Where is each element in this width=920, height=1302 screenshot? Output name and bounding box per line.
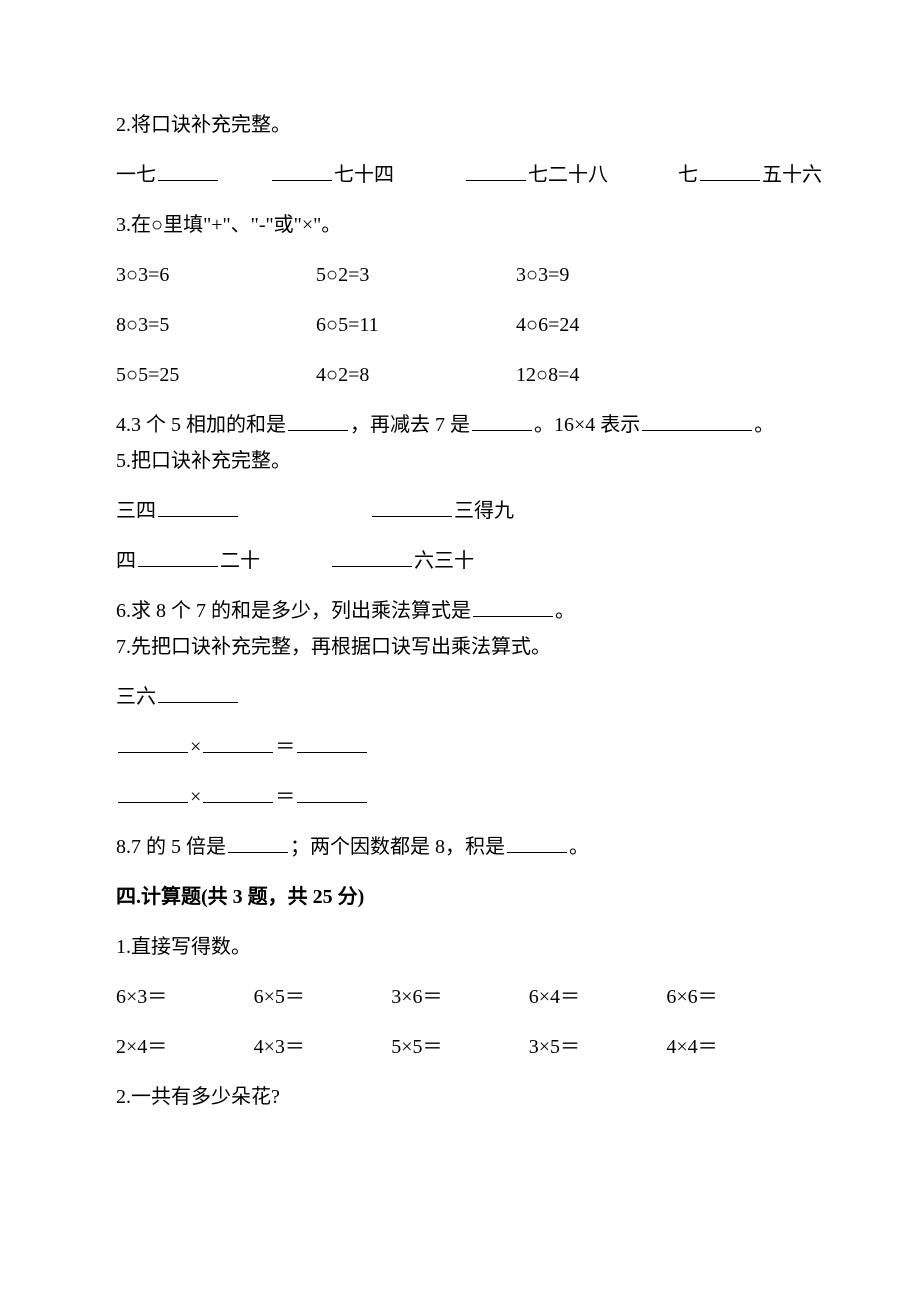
cell: 6×6＝ — [666, 982, 804, 1012]
text: 七二十八 — [528, 164, 608, 186]
cell: 5○2=3 — [316, 260, 516, 290]
text: 4.3 个 5 相加的和是 — [116, 414, 286, 436]
blank — [158, 682, 238, 703]
blank — [138, 546, 218, 567]
blank — [288, 410, 348, 431]
q5-row-2: 四 二十 六三十 — [116, 546, 804, 576]
text: 6.求 8 个 7 的和是多少，列出乘法算式是 — [116, 600, 471, 622]
cell: 6×4＝ — [529, 982, 667, 1012]
blank — [297, 782, 367, 803]
q8-line: 8.7 的 5 倍是 ；两个因数都是 8，积是 。 — [116, 832, 804, 862]
text: ＝ — [275, 736, 295, 758]
blank — [158, 496, 238, 517]
text: 。 — [754, 414, 774, 436]
s4q2-prompt: 2.一共有多少朵花? — [116, 1082, 804, 1112]
cell: 3○3=9 — [516, 260, 716, 290]
text: 三得九 — [454, 500, 514, 522]
blank — [158, 160, 218, 181]
blank — [203, 732, 273, 753]
s4q1-prompt: 1.直接写得数。 — [116, 932, 804, 962]
text: ；两个因数都是 8，积是 — [290, 836, 505, 858]
cell: 5×5＝ — [391, 1032, 529, 1062]
blank — [507, 832, 567, 853]
q5-prompt: 5.把口诀补充完整。 — [116, 446, 804, 476]
blank — [332, 546, 412, 567]
cell: 3○3=6 — [116, 260, 316, 290]
blank — [466, 160, 526, 181]
cell: 12○8=4 — [516, 360, 716, 390]
text: 七十四 — [334, 164, 394, 186]
text: 。16×4 表示 — [534, 414, 640, 436]
text: 六三十 — [414, 550, 474, 572]
text: ，再减去 7 是 — [350, 414, 470, 436]
text: 二十 — [220, 550, 260, 572]
cell: 6×3＝ — [116, 982, 254, 1012]
cell: 2×4＝ — [116, 1032, 254, 1062]
q7-row-2: ×＝ — [116, 732, 804, 762]
q3-row-1: 8○3=5 6○5=11 4○6=24 — [116, 310, 804, 340]
text: 五十六 — [762, 164, 822, 186]
cell: 5○5=25 — [116, 360, 316, 390]
text: 四 — [116, 550, 136, 572]
blank — [700, 160, 760, 181]
blank — [228, 832, 288, 853]
worksheet-page: 2.将口诀补充完整。 一七 七十四 七二十八 七五十六 3.在○里填"+"、"-… — [0, 0, 920, 1302]
s4q1-row-0: 6×3＝ 6×5＝ 3×6＝ 6×4＝ 6×6＝ — [116, 982, 804, 1012]
cell: 4○2=8 — [316, 360, 516, 390]
q2-items: 一七 七十四 七二十八 七五十六 — [116, 160, 804, 190]
text: 七 — [678, 164, 698, 186]
text: 三四 — [116, 500, 156, 522]
s4q1-row-1: 2×4＝ 4×3＝ 5×5＝ 3×5＝ 4×4＝ — [116, 1032, 804, 1062]
text: 8.7 的 5 倍是 — [116, 836, 226, 858]
cell: 3×5＝ — [529, 1032, 667, 1062]
blank — [372, 496, 452, 517]
q7-row-3: ×＝ — [116, 782, 804, 812]
text: 。 — [555, 600, 575, 622]
blank — [473, 596, 553, 617]
text: 三六 — [116, 686, 156, 708]
blank — [272, 160, 332, 181]
q4-line: 4.3 个 5 相加的和是 ，再减去 7 是 。16×4 表示 。 — [116, 410, 804, 440]
text: × — [190, 786, 201, 808]
cell: 4×4＝ — [666, 1032, 804, 1062]
cell: 6○5=11 — [316, 310, 516, 340]
cell: 6×5＝ — [254, 982, 392, 1012]
q2-prompt: 2.将口诀补充完整。 — [116, 110, 804, 140]
text: 一七 — [116, 164, 156, 186]
cell: 4○6=24 — [516, 310, 716, 340]
section-4-header: 四.计算题(共 3 题，共 25 分) — [116, 882, 804, 912]
q3-row-2: 5○5=25 4○2=8 12○8=4 — [116, 360, 804, 390]
cell: 8○3=5 — [116, 310, 316, 340]
q6-line: 6.求 8 个 7 的和是多少，列出乘法算式是 。 — [116, 596, 804, 626]
q7-row-1: 三六 — [116, 682, 804, 712]
q3-prompt: 3.在○里填"+"、"-"或"×"。 — [116, 210, 804, 240]
cell: 3×6＝ — [391, 982, 529, 1012]
text: 。 — [569, 836, 589, 858]
blank — [203, 782, 273, 803]
q5-row-1: 三四 三得九 — [116, 496, 804, 526]
blank — [642, 410, 752, 431]
text: ＝ — [275, 786, 295, 808]
blank — [118, 732, 188, 753]
blank — [472, 410, 532, 431]
q7-prompt: 7.先把口诀补充完整，再根据口诀写出乘法算式。 — [116, 632, 804, 662]
blank — [118, 782, 188, 803]
cell: 4×3＝ — [254, 1032, 392, 1062]
text: × — [190, 736, 201, 758]
blank — [297, 732, 367, 753]
q3-row-0: 3○3=6 5○2=3 3○3=9 — [116, 260, 804, 290]
